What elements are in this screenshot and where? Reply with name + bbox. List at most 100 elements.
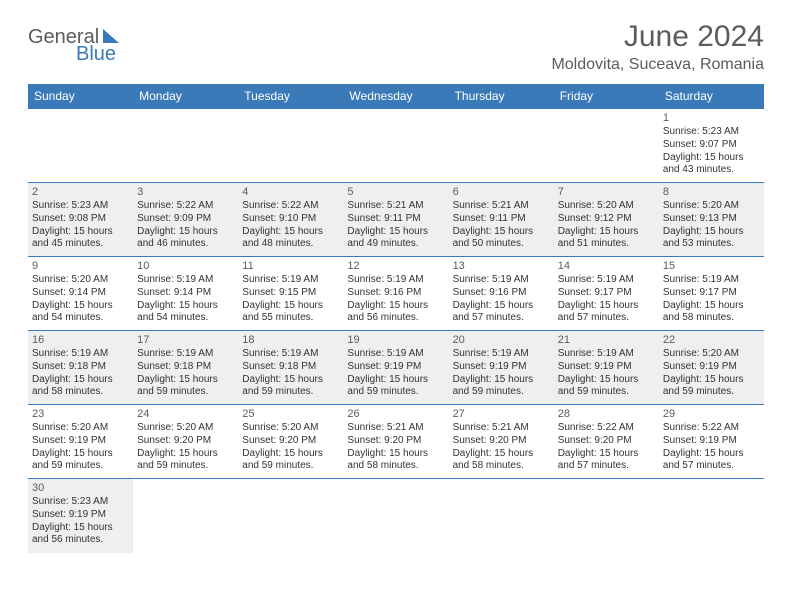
daylight1-text: Daylight: 15 hours xyxy=(32,226,129,239)
sunrise-text: Sunrise: 5:19 AM xyxy=(558,348,655,361)
day-number: 5 xyxy=(347,185,444,199)
sunrise-text: Sunrise: 5:20 AM xyxy=(137,422,234,435)
calendar-cell: 24Sunrise: 5:20 AMSunset: 9:20 PMDayligh… xyxy=(133,405,238,479)
day-number: 3 xyxy=(137,185,234,199)
daylight2-text: and 59 minutes. xyxy=(347,386,444,399)
calendar-cell xyxy=(659,479,764,553)
calendar-cell: 26Sunrise: 5:21 AMSunset: 9:20 PMDayligh… xyxy=(343,405,448,479)
daylight1-text: Daylight: 15 hours xyxy=(663,152,760,165)
header: General Blue June 2024 Moldovita, Suceav… xyxy=(28,20,764,78)
daylight1-text: Daylight: 15 hours xyxy=(32,300,129,313)
sunset-text: Sunset: 9:10 PM xyxy=(242,213,339,226)
calendar-cell: 6Sunrise: 5:21 AMSunset: 9:11 PMDaylight… xyxy=(449,183,554,257)
calendar-cell: 11Sunrise: 5:19 AMSunset: 9:15 PMDayligh… xyxy=(238,257,343,331)
sunset-text: Sunset: 9:12 PM xyxy=(558,213,655,226)
calendar-cell xyxy=(449,109,554,183)
sunset-text: Sunset: 9:15 PM xyxy=(242,287,339,300)
sail-icon xyxy=(103,29,119,43)
sunset-text: Sunset: 9:19 PM xyxy=(453,361,550,374)
sunrise-text: Sunrise: 5:20 AM xyxy=(663,200,760,213)
day-number: 18 xyxy=(242,333,339,347)
sunrise-text: Sunrise: 5:22 AM xyxy=(137,200,234,213)
sunrise-text: Sunrise: 5:23 AM xyxy=(32,496,129,509)
daylight2-text: and 59 minutes. xyxy=(137,386,234,399)
sunset-text: Sunset: 9:20 PM xyxy=(242,435,339,448)
calendar-cell: 13Sunrise: 5:19 AMSunset: 9:16 PMDayligh… xyxy=(449,257,554,331)
daylight1-text: Daylight: 15 hours xyxy=(242,448,339,461)
sunrise-text: Sunrise: 5:19 AM xyxy=(32,348,129,361)
weekday-sat: Saturday xyxy=(659,85,764,109)
calendar-cell: 22Sunrise: 5:20 AMSunset: 9:19 PMDayligh… xyxy=(659,331,764,405)
calendar-row: 9Sunrise: 5:20 AMSunset: 9:14 PMDaylight… xyxy=(28,257,764,331)
sunset-text: Sunset: 9:11 PM xyxy=(453,213,550,226)
day-number: 9 xyxy=(32,259,129,273)
daylight2-text: and 59 minutes. xyxy=(242,386,339,399)
calendar-table: Sunday Monday Tuesday Wednesday Thursday… xyxy=(28,84,764,553)
daylight2-text: and 58 minutes. xyxy=(663,312,760,325)
day-number: 29 xyxy=(663,407,760,421)
sunrise-text: Sunrise: 5:21 AM xyxy=(347,422,444,435)
calendar-cell: 14Sunrise: 5:19 AMSunset: 9:17 PMDayligh… xyxy=(554,257,659,331)
day-number: 4 xyxy=(242,185,339,199)
sunrise-text: Sunrise: 5:23 AM xyxy=(32,200,129,213)
calendar-cell xyxy=(554,479,659,553)
calendar-cell: 5Sunrise: 5:21 AMSunset: 9:11 PMDaylight… xyxy=(343,183,448,257)
calendar-cell: 12Sunrise: 5:19 AMSunset: 9:16 PMDayligh… xyxy=(343,257,448,331)
day-number: 15 xyxy=(663,259,760,273)
sunset-text: Sunset: 9:19 PM xyxy=(32,509,129,522)
sunrise-text: Sunrise: 5:19 AM xyxy=(347,348,444,361)
calendar-cell xyxy=(133,479,238,553)
sunset-text: Sunset: 9:19 PM xyxy=(32,435,129,448)
daylight1-text: Daylight: 15 hours xyxy=(32,522,129,535)
calendar-cell xyxy=(343,109,448,183)
calendar-cell xyxy=(133,109,238,183)
daylight1-text: Daylight: 15 hours xyxy=(558,448,655,461)
calendar-cell: 9Sunrise: 5:20 AMSunset: 9:14 PMDaylight… xyxy=(28,257,133,331)
daylight2-text: and 54 minutes. xyxy=(137,312,234,325)
day-number: 12 xyxy=(347,259,444,273)
sunrise-text: Sunrise: 5:19 AM xyxy=(137,348,234,361)
sunset-text: Sunset: 9:20 PM xyxy=(453,435,550,448)
calendar-cell xyxy=(238,479,343,553)
sunset-text: Sunset: 9:18 PM xyxy=(32,361,129,374)
sunset-text: Sunset: 9:17 PM xyxy=(558,287,655,300)
sunset-text: Sunset: 9:16 PM xyxy=(347,287,444,300)
daylight2-text: and 59 minutes. xyxy=(453,386,550,399)
calendar-cell: 17Sunrise: 5:19 AMSunset: 9:18 PMDayligh… xyxy=(133,331,238,405)
sunrise-text: Sunrise: 5:23 AM xyxy=(663,126,760,139)
calendar-cell: 8Sunrise: 5:20 AMSunset: 9:13 PMDaylight… xyxy=(659,183,764,257)
daylight1-text: Daylight: 15 hours xyxy=(453,300,550,313)
daylight2-text: and 56 minutes. xyxy=(32,534,129,547)
sunrise-text: Sunrise: 5:21 AM xyxy=(347,200,444,213)
calendar-cell: 19Sunrise: 5:19 AMSunset: 9:19 PMDayligh… xyxy=(343,331,448,405)
sunrise-text: Sunrise: 5:19 AM xyxy=(558,274,655,287)
day-number: 10 xyxy=(137,259,234,273)
daylight2-text: and 59 minutes. xyxy=(32,460,129,473)
daylight2-text: and 46 minutes. xyxy=(137,238,234,251)
sunset-text: Sunset: 9:19 PM xyxy=(663,361,760,374)
calendar-cell xyxy=(28,109,133,183)
sunrise-text: Sunrise: 5:22 AM xyxy=(663,422,760,435)
daylight2-text: and 59 minutes. xyxy=(558,386,655,399)
daylight2-text: and 58 minutes. xyxy=(347,460,444,473)
sunrise-text: Sunrise: 5:21 AM xyxy=(453,422,550,435)
sunrise-text: Sunrise: 5:19 AM xyxy=(453,348,550,361)
location-label: Moldovita, Suceava, Romania xyxy=(551,56,764,74)
daylight2-text: and 58 minutes. xyxy=(453,460,550,473)
calendar-cell: 4Sunrise: 5:22 AMSunset: 9:10 PMDaylight… xyxy=(238,183,343,257)
logo-text-blue: Blue xyxy=(76,43,116,66)
sunset-text: Sunset: 9:11 PM xyxy=(347,213,444,226)
daylight2-text: and 50 minutes. xyxy=(453,238,550,251)
brand-logo: General Blue xyxy=(28,26,119,66)
calendar-cell: 21Sunrise: 5:19 AMSunset: 9:19 PMDayligh… xyxy=(554,331,659,405)
sunrise-text: Sunrise: 5:20 AM xyxy=(558,200,655,213)
weekday-mon: Monday xyxy=(133,85,238,109)
day-number: 28 xyxy=(558,407,655,421)
daylight2-text: and 59 minutes. xyxy=(242,460,339,473)
day-number: 25 xyxy=(242,407,339,421)
calendar-cell: 7Sunrise: 5:20 AMSunset: 9:12 PMDaylight… xyxy=(554,183,659,257)
daylight1-text: Daylight: 15 hours xyxy=(558,300,655,313)
daylight1-text: Daylight: 15 hours xyxy=(137,448,234,461)
sunrise-text: Sunrise: 5:21 AM xyxy=(453,200,550,213)
calendar-cell xyxy=(554,109,659,183)
